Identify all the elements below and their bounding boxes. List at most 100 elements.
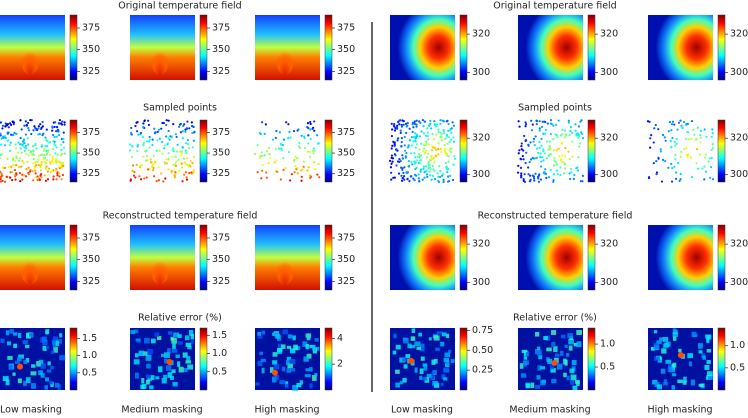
sample-point	[54, 130, 58, 133]
error-speck	[672, 328, 677, 333]
sample-point	[447, 122, 450, 126]
sample-point	[433, 177, 437, 181]
sample-point	[317, 163, 320, 166]
error-speck	[292, 384, 299, 391]
sample-point	[450, 127, 453, 130]
sample-point	[415, 159, 418, 162]
sample-point	[537, 180, 541, 183]
sample-point	[55, 126, 59, 129]
sample-point	[423, 120, 427, 123]
error-speck	[405, 354, 411, 359]
sample-point	[23, 174, 26, 177]
sample-point	[405, 171, 408, 174]
sample-point	[20, 151, 23, 155]
error-speck	[706, 349, 712, 353]
field-image	[518, 15, 583, 80]
sample-point	[412, 177, 415, 180]
error-speck	[42, 339, 48, 346]
error-speck	[31, 364, 36, 368]
sample-point	[191, 131, 194, 135]
error-speck	[434, 358, 438, 364]
sample-point	[539, 155, 542, 159]
error-hot	[408, 357, 415, 364]
sample-point	[184, 130, 187, 133]
sample-point	[309, 128, 312, 131]
error-speck	[145, 374, 152, 379]
error-speck	[172, 343, 176, 349]
error-speck	[134, 353, 139, 358]
error-speck	[185, 342, 192, 347]
sample-point	[60, 166, 64, 169]
error-speck	[571, 360, 577, 366]
sample-point	[53, 125, 56, 129]
error-speck	[560, 334, 566, 339]
sample-point	[431, 164, 434, 168]
sample-point	[6, 123, 10, 126]
sample-point	[25, 168, 28, 171]
sample-point	[564, 146, 567, 150]
error-speck	[149, 385, 154, 390]
sample-point	[530, 129, 534, 132]
error-speck	[302, 341, 308, 347]
sample-point	[308, 150, 311, 153]
sample-point	[437, 179, 440, 183]
error-speck	[6, 341, 12, 346]
sample-point	[400, 145, 403, 148]
error-speck	[261, 330, 266, 335]
sample-point	[571, 140, 574, 143]
sample-point	[188, 146, 191, 150]
error-speck	[440, 341, 445, 347]
sample-point	[667, 130, 670, 133]
sample-point	[318, 176, 321, 179]
sample-point	[0, 172, 3, 175]
sample-point	[399, 129, 402, 132]
sample-point	[413, 160, 416, 163]
sample-point	[132, 174, 136, 177]
sample-point	[569, 177, 572, 181]
error-speck	[141, 377, 145, 384]
sample-point	[282, 156, 285, 160]
error-speck	[2, 376, 9, 381]
colorbar-tick-label: 375	[82, 127, 100, 138]
error-speck	[540, 380, 546, 386]
sample-point	[145, 149, 148, 152]
error-speck	[17, 378, 22, 384]
sample-point	[446, 180, 450, 183]
error-speck	[543, 336, 548, 341]
sample-point	[527, 144, 530, 147]
sample-point	[581, 132, 584, 135]
sample-point	[146, 155, 149, 158]
sample-point	[531, 174, 534, 177]
colorbar-tick-label: 0.5	[212, 366, 227, 377]
error-speck	[189, 330, 194, 336]
error-speck	[446, 333, 450, 339]
error-speck	[47, 361, 51, 366]
colorbar	[324, 14, 333, 81]
sample-point	[147, 119, 150, 122]
sample-point	[21, 178, 24, 181]
sample-point	[167, 137, 170, 140]
sample-point	[433, 146, 436, 150]
error-speck	[444, 363, 450, 368]
error-speck	[30, 383, 37, 389]
sample-point	[427, 138, 430, 141]
sample-point	[413, 120, 416, 123]
sample-point	[309, 120, 312, 124]
sample-point	[15, 132, 18, 135]
sample-point	[44, 167, 48, 171]
sample-point	[711, 178, 715, 181]
error-speck	[667, 363, 672, 368]
sample-point	[437, 128, 440, 131]
sample-point	[268, 153, 271, 156]
error-speck	[154, 332, 160, 337]
sample-point	[433, 120, 436, 123]
sample-point	[395, 148, 398, 151]
error-speck	[50, 350, 55, 355]
error-speck	[690, 379, 695, 386]
sample-point	[312, 147, 315, 150]
error-speck	[312, 375, 317, 381]
sample-point	[576, 169, 580, 172]
sample-point	[148, 146, 151, 149]
sample-point	[51, 147, 55, 151]
sample-point	[562, 161, 566, 164]
